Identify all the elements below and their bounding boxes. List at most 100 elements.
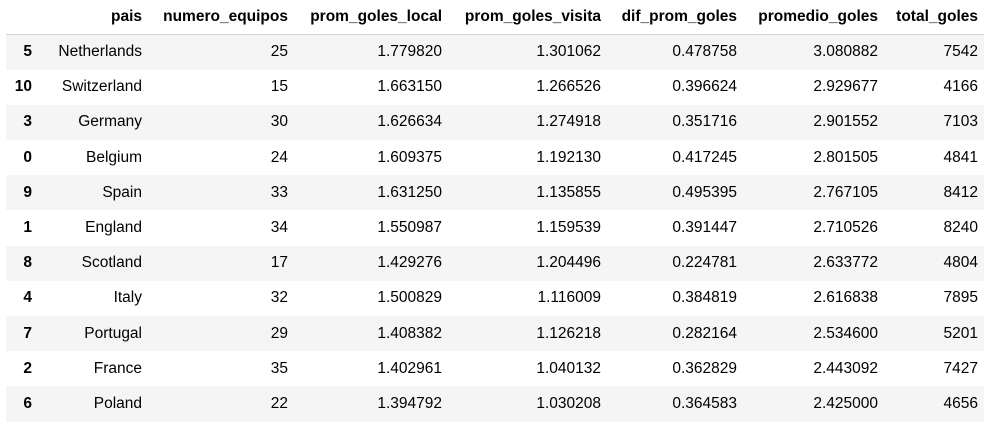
column-header-total-goles: total_goles (884, 0, 984, 35)
table-row: 5 Netherlands 25 1.779820 1.301062 0.478758 3.… (6, 34, 984, 70)
cell-pais: Spain (102, 183, 142, 201)
cell-prom-goles-visita: 1.040132 (536, 359, 601, 377)
header-row: pais numero_equipos prom_goles_local pro… (6, 0, 984, 35)
table-body: 5 Netherlands 25 1.779820 1.301062 0.478758 3.… (6, 34, 984, 422)
cell-prom-goles-visita: 1.116009 (537, 289, 602, 307)
table-row: 3 Germany 30 1.626634 1.274918 0.351716 2.9015… (6, 104, 984, 141)
cell-dif-prom-goles: 0.417245 (672, 148, 737, 166)
cell-prom-goles-local: 1.631250 (377, 183, 442, 201)
cell-promedio-goles: 2.801505 (813, 148, 878, 166)
cell-pais: Switzerland (61, 78, 142, 96)
cell-pais: Belgium (86, 148, 142, 166)
dataframe-output: pais numero_equipos prom_goles_local pro… (6, 0, 984, 422)
cell-promedio-goles: 2.443092 (813, 359, 878, 377)
cell-pais: Poland (93, 394, 142, 412)
index-header (6, 0, 38, 35)
table-row: 4 Italy 32 1.500829 1.116009 0.384819 2.616838… (6, 280, 984, 316)
cell-dif-prom-goles: 0.362829 (672, 359, 737, 377)
cell-numero-equipos: 33 (270, 183, 288, 201)
cell-dif-prom-goles: 0.384819 (672, 289, 737, 307)
cell-promedio-goles: 2.616838 (813, 289, 878, 307)
cell-prom-goles-local: 1.500829 (377, 289, 442, 307)
cell-prom-goles-local: 1.779820 (377, 43, 442, 61)
cell-pais: England (85, 219, 142, 237)
cell-pais: France (93, 359, 142, 377)
column-header-numero-equipos: numero_equipos (148, 0, 294, 35)
cell-dif-prom-goles: 0.478758 (672, 43, 737, 61)
cell-total-goles: 7542 (943, 43, 978, 61)
cell-numero-equipos: 30 (270, 113, 288, 131)
row-index: 5 (23, 43, 32, 61)
row-index: 4 (23, 289, 32, 307)
column-header-prom-goles-local: prom_goles_local (294, 0, 448, 35)
cell-prom-goles-local: 1.626634 (377, 113, 442, 131)
cell-numero-equipos: 15 (270, 78, 288, 96)
cell-prom-goles-local: 1.429276 (377, 254, 442, 272)
cell-total-goles: 8412 (943, 183, 978, 201)
cell-promedio-goles: 2.767105 (813, 183, 878, 201)
table-header: pais numero_equipos prom_goles_local pro… (6, 0, 984, 35)
table-row: 7 Portugal 29 1.408382 1.126218 0.282164 2.534… (6, 316, 984, 352)
table-row: 6 Poland 22 1.394792 1.030208 0.364583 2.42500… (6, 386, 984, 422)
cell-dif-prom-goles: 0.364583 (672, 394, 737, 412)
cell-dif-prom-goles: 0.396624 (672, 78, 737, 96)
cell-numero-equipos: 34 (270, 219, 288, 237)
cell-pais: Germany (78, 113, 142, 131)
cell-prom-goles-visita: 1.192130 (536, 148, 601, 166)
cell-promedio-goles: 3.080882 (813, 43, 878, 61)
cell-prom-goles-local: 1.609375 (377, 148, 442, 166)
cell-promedio-goles: 2.633772 (813, 254, 878, 272)
cell-prom-goles-visita: 1.126218 (536, 324, 601, 342)
cell-prom-goles-local: 1.394792 (377, 394, 442, 412)
cell-numero-equipos: 29 (270, 324, 288, 342)
cell-total-goles: 4804 (943, 254, 978, 272)
row-index: 3 (23, 113, 32, 131)
table-row: 0 Belgium 24 1.609375 1.192130 0.417245 2.8015… (6, 140, 984, 176)
cell-numero-equipos: 22 (270, 394, 288, 412)
cell-prom-goles-local: 1.550987 (377, 219, 442, 237)
cell-prom-goles-visita: 1.301062 (536, 43, 601, 61)
cell-promedio-goles: 2.534600 (813, 324, 878, 342)
cell-prom-goles-visita: 1.266526 (536, 78, 601, 96)
cell-prom-goles-local: 1.663150 (377, 78, 442, 96)
cell-pais: Netherlands (58, 43, 142, 61)
cell-numero-equipos: 32 (270, 289, 288, 307)
cell-prom-goles-visita: 1.135855 (536, 183, 601, 201)
cell-promedio-goles: 2.929677 (813, 78, 878, 96)
cell-dif-prom-goles: 0.224781 (672, 254, 737, 272)
table-row: 1 England 34 1.550987 1.159539 0.391447 2.7105… (6, 210, 984, 246)
table-row: 2 France 35 1.402961 1.040132 0.362829 2.44309… (6, 351, 984, 387)
cell-pais: Portugal (84, 324, 142, 342)
cell-total-goles: 4656 (943, 394, 978, 412)
cell-prom-goles-local: 1.408382 (377, 324, 442, 342)
cell-dif-prom-goles: 0.282164 (672, 324, 737, 342)
cell-prom-goles-visita: 1.274918 (536, 113, 601, 131)
cell-dif-prom-goles: 0.351716 (672, 113, 737, 131)
cell-numero-equipos: 35 (270, 359, 288, 377)
row-index: 10 (14, 78, 32, 96)
cell-total-goles: 7103 (943, 113, 978, 131)
row-index: 9 (23, 183, 32, 201)
column-header-promedio-goles: promedio_goles (743, 0, 884, 35)
cell-total-goles: 7895 (943, 289, 978, 307)
row-index: 8 (23, 254, 32, 272)
column-header-dif-prom-goles: dif_prom_goles (607, 0, 743, 35)
cell-pais: Italy (113, 289, 142, 307)
cell-numero-equipos: 24 (270, 148, 288, 166)
row-index: 7 (23, 324, 32, 342)
row-index: 6 (23, 394, 32, 412)
cell-prom-goles-visita: 1.030208 (536, 394, 601, 412)
cell-dif-prom-goles: 0.391447 (672, 219, 737, 237)
cell-total-goles: 7427 (943, 359, 978, 377)
cell-numero-equipos: 17 (270, 254, 288, 272)
row-index: 1 (23, 219, 32, 237)
dataframe-table: pais numero_equipos prom_goles_local pro… (6, 0, 984, 422)
cell-promedio-goles: 2.710526 (813, 219, 878, 237)
cell-prom-goles-visita: 1.159539 (536, 219, 601, 237)
cell-pais: Scotland (81, 254, 142, 272)
table-row: 8 Scotland 17 1.429276 1.204496 0.224781 2.633… (6, 245, 984, 281)
cell-total-goles: 4841 (943, 148, 978, 166)
table-row: 10 Switzerland 15 1.663150 1.266526 0.396624 2… (6, 69, 984, 105)
cell-total-goles: 4166 (943, 78, 978, 96)
column-header-prom-goles-visita: prom_goles_visita (448, 0, 607, 35)
